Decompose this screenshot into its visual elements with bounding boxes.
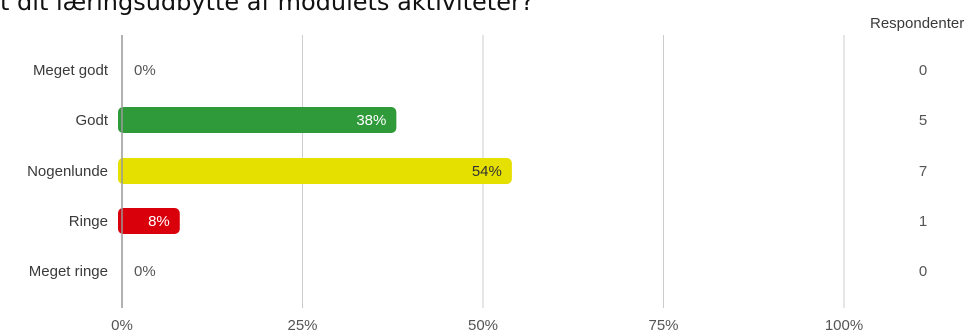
x-tick-label: 25% bbox=[287, 317, 317, 334]
bar-value-label: 0% bbox=[134, 263, 156, 280]
bar-value-label: 0% bbox=[134, 62, 156, 79]
category-label: Nogenlunde bbox=[27, 163, 108, 180]
x-tick-label: 75% bbox=[648, 317, 678, 334]
respondents-header: Respondenter bbox=[870, 15, 965, 32]
category-label: Godt bbox=[75, 112, 108, 129]
respondent-count: 5 bbox=[919, 112, 927, 129]
respondent-count: 0 bbox=[919, 263, 927, 280]
bar-value-label: 54% bbox=[472, 163, 502, 180]
x-tick-label: 100% bbox=[825, 317, 863, 334]
page-title: t dit læringsudbytte af modulets aktivit… bbox=[0, 0, 534, 16]
bar bbox=[118, 158, 512, 184]
x-tick-label: 50% bbox=[468, 317, 498, 334]
category-label: Ringe bbox=[69, 213, 108, 230]
respondent-count: 7 bbox=[919, 163, 927, 180]
bar bbox=[118, 107, 397, 133]
x-tick-label: 0% bbox=[111, 317, 133, 334]
respondent-count: 0 bbox=[919, 62, 927, 79]
bar bbox=[118, 208, 180, 234]
category-label: Meget godt bbox=[33, 62, 109, 79]
bar-value-label: 8% bbox=[148, 213, 170, 230]
bar-value-label: 38% bbox=[356, 112, 386, 129]
category-label: Meget ringe bbox=[29, 263, 108, 280]
respondent-count: 1 bbox=[919, 213, 927, 230]
